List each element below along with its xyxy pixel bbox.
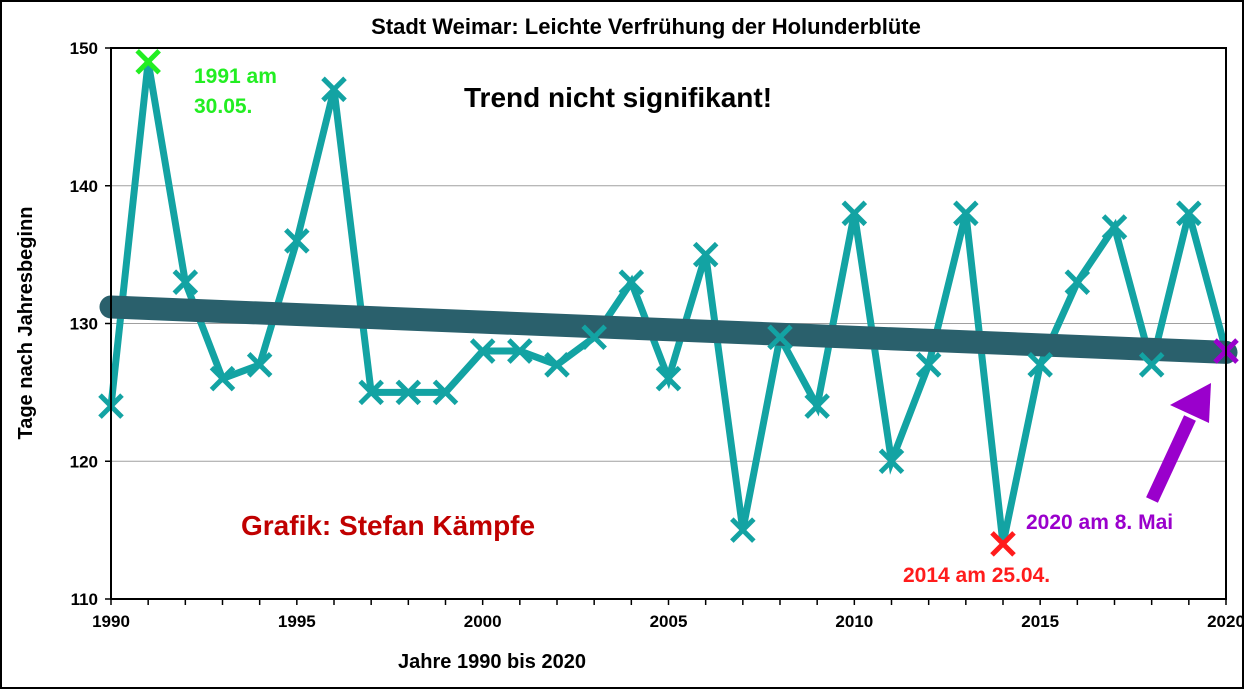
y-tick-label: 110 <box>71 590 98 609</box>
data-point-2003 <box>581 324 607 351</box>
marker-stroke <box>915 352 942 378</box>
x-tick-label: 2000 <box>464 612 502 631</box>
data-point-2000 <box>469 338 496 364</box>
data-point-2002 <box>544 352 570 378</box>
marker-stroke <box>1027 352 1053 378</box>
marker-stroke <box>1064 269 1091 295</box>
marker-stroke <box>507 338 533 364</box>
marker-stroke <box>1138 352 1165 378</box>
y-tick-label: 120 <box>70 452 98 471</box>
marker-stroke <box>767 324 793 351</box>
marker-stroke <box>655 365 682 392</box>
x-tick-label: 2015 <box>1021 612 1059 631</box>
marker-stroke <box>358 379 384 406</box>
marker-stroke <box>804 393 830 419</box>
credit-note: Grafik: Stefan Kämpfe <box>241 510 535 541</box>
y-tick-label: 140 <box>70 177 98 196</box>
trend-line <box>99 295 1238 364</box>
y-tick-labels: 110 120 130 140 150 <box>70 39 111 609</box>
data-point-2018 <box>1138 352 1165 378</box>
data-point-2011 <box>878 448 905 475</box>
data-point-1994 <box>246 352 273 378</box>
data-point-2013 <box>953 200 979 227</box>
data-point-2010 <box>841 200 868 227</box>
y-tick-label: 130 <box>70 315 98 334</box>
marker-stroke <box>432 379 459 406</box>
data-point-2015 <box>1027 352 1053 378</box>
x-tick-label: 1995 <box>278 612 316 631</box>
chart-title: Stadt Weimar: Leichte Verfrühung der Hol… <box>371 14 921 39</box>
x-axis-label: Jahre 1990 bis 2020 <box>398 651 586 673</box>
trend-line-group <box>99 295 1238 364</box>
label-2014: 2014 am 25.04. <box>903 564 1050 587</box>
data-point-2004 <box>618 269 645 295</box>
data-point-1999 <box>432 379 459 406</box>
marker-stroke <box>469 338 496 364</box>
data-point-2012 <box>915 352 942 378</box>
data-point-2001 <box>507 338 533 364</box>
marker-stroke <box>1101 214 1128 240</box>
data-point-1995 <box>284 228 310 254</box>
data-point-2005 <box>655 365 682 392</box>
data-point-2009 <box>804 393 830 419</box>
data-point-2007 <box>730 517 756 543</box>
marker-stroke <box>953 200 979 227</box>
y-tick-label: 150 <box>70 39 98 58</box>
data-point-2016 <box>1064 269 1091 295</box>
marker-stroke <box>135 49 161 75</box>
label-2020: 2020 am 8. Mai <box>1026 511 1173 534</box>
marker-stroke <box>544 352 570 378</box>
data-point-1997 <box>358 379 384 406</box>
data-point-1996 <box>321 76 347 103</box>
x-tick-label: 2005 <box>650 612 688 631</box>
arrow-2020-head <box>1170 383 1211 423</box>
marker-stroke <box>841 200 868 227</box>
trend-note: Trend nicht signifikant! <box>464 82 772 113</box>
data-markers <box>98 49 1239 557</box>
x-tick-label: 2020 <box>1207 612 1244 631</box>
marker-stroke <box>1176 200 1202 227</box>
marker-stroke <box>581 324 607 351</box>
marker-stroke <box>730 517 756 543</box>
marker-stroke <box>246 352 273 378</box>
data-point-2019 <box>1176 200 1202 227</box>
data-point-1992 <box>172 269 199 295</box>
data-point-2014 <box>990 531 1016 557</box>
arrow-2020 <box>1146 383 1211 503</box>
label-1991-line2: 30.05. <box>194 95 252 118</box>
arrow-2020-shaft <box>1146 415 1196 503</box>
marker-stroke <box>618 269 645 295</box>
y-axis-label: Tage nach Jahresbeginn <box>15 206 37 439</box>
data-point-1998 <box>395 379 422 406</box>
marker-stroke <box>395 379 422 406</box>
data-point-1993 <box>209 365 236 392</box>
label-1991-line1: 1991 am <box>194 65 277 88</box>
x-tick-label: 1990 <box>92 612 130 631</box>
marker-stroke <box>209 365 236 392</box>
data-point-2017 <box>1101 214 1128 240</box>
marker-stroke <box>284 228 310 254</box>
marker-stroke <box>990 531 1016 557</box>
plot-area-border <box>110 47 1227 600</box>
data-point-2008 <box>767 324 793 351</box>
marker-stroke <box>172 269 199 295</box>
marker-stroke <box>692 241 719 268</box>
x-tick-label: 2010 <box>835 612 873 631</box>
marker-stroke <box>878 448 905 475</box>
data-point-1991 <box>135 49 161 75</box>
data-point-2006 <box>692 241 719 268</box>
marker-stroke <box>321 76 347 103</box>
